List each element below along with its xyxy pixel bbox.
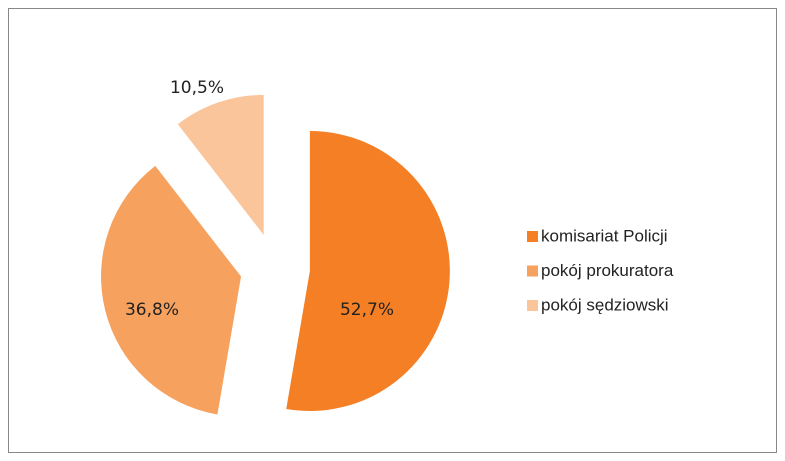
pie-slice [177,94,264,235]
legend-swatch [527,231,538,242]
legend-swatch [527,265,538,277]
pie-slice [286,130,450,411]
legend-label: pokój sędziowski [541,295,669,314]
legend-label: komisariat Policji [541,226,668,245]
pie-slice [101,165,242,415]
data-label: 52,7% [340,300,394,320]
data-label: 36,8% [125,300,179,320]
legend-label: pokój prokuratora [541,261,674,280]
data-label: 10,5% [170,78,224,98]
legend-swatch [527,300,538,311]
